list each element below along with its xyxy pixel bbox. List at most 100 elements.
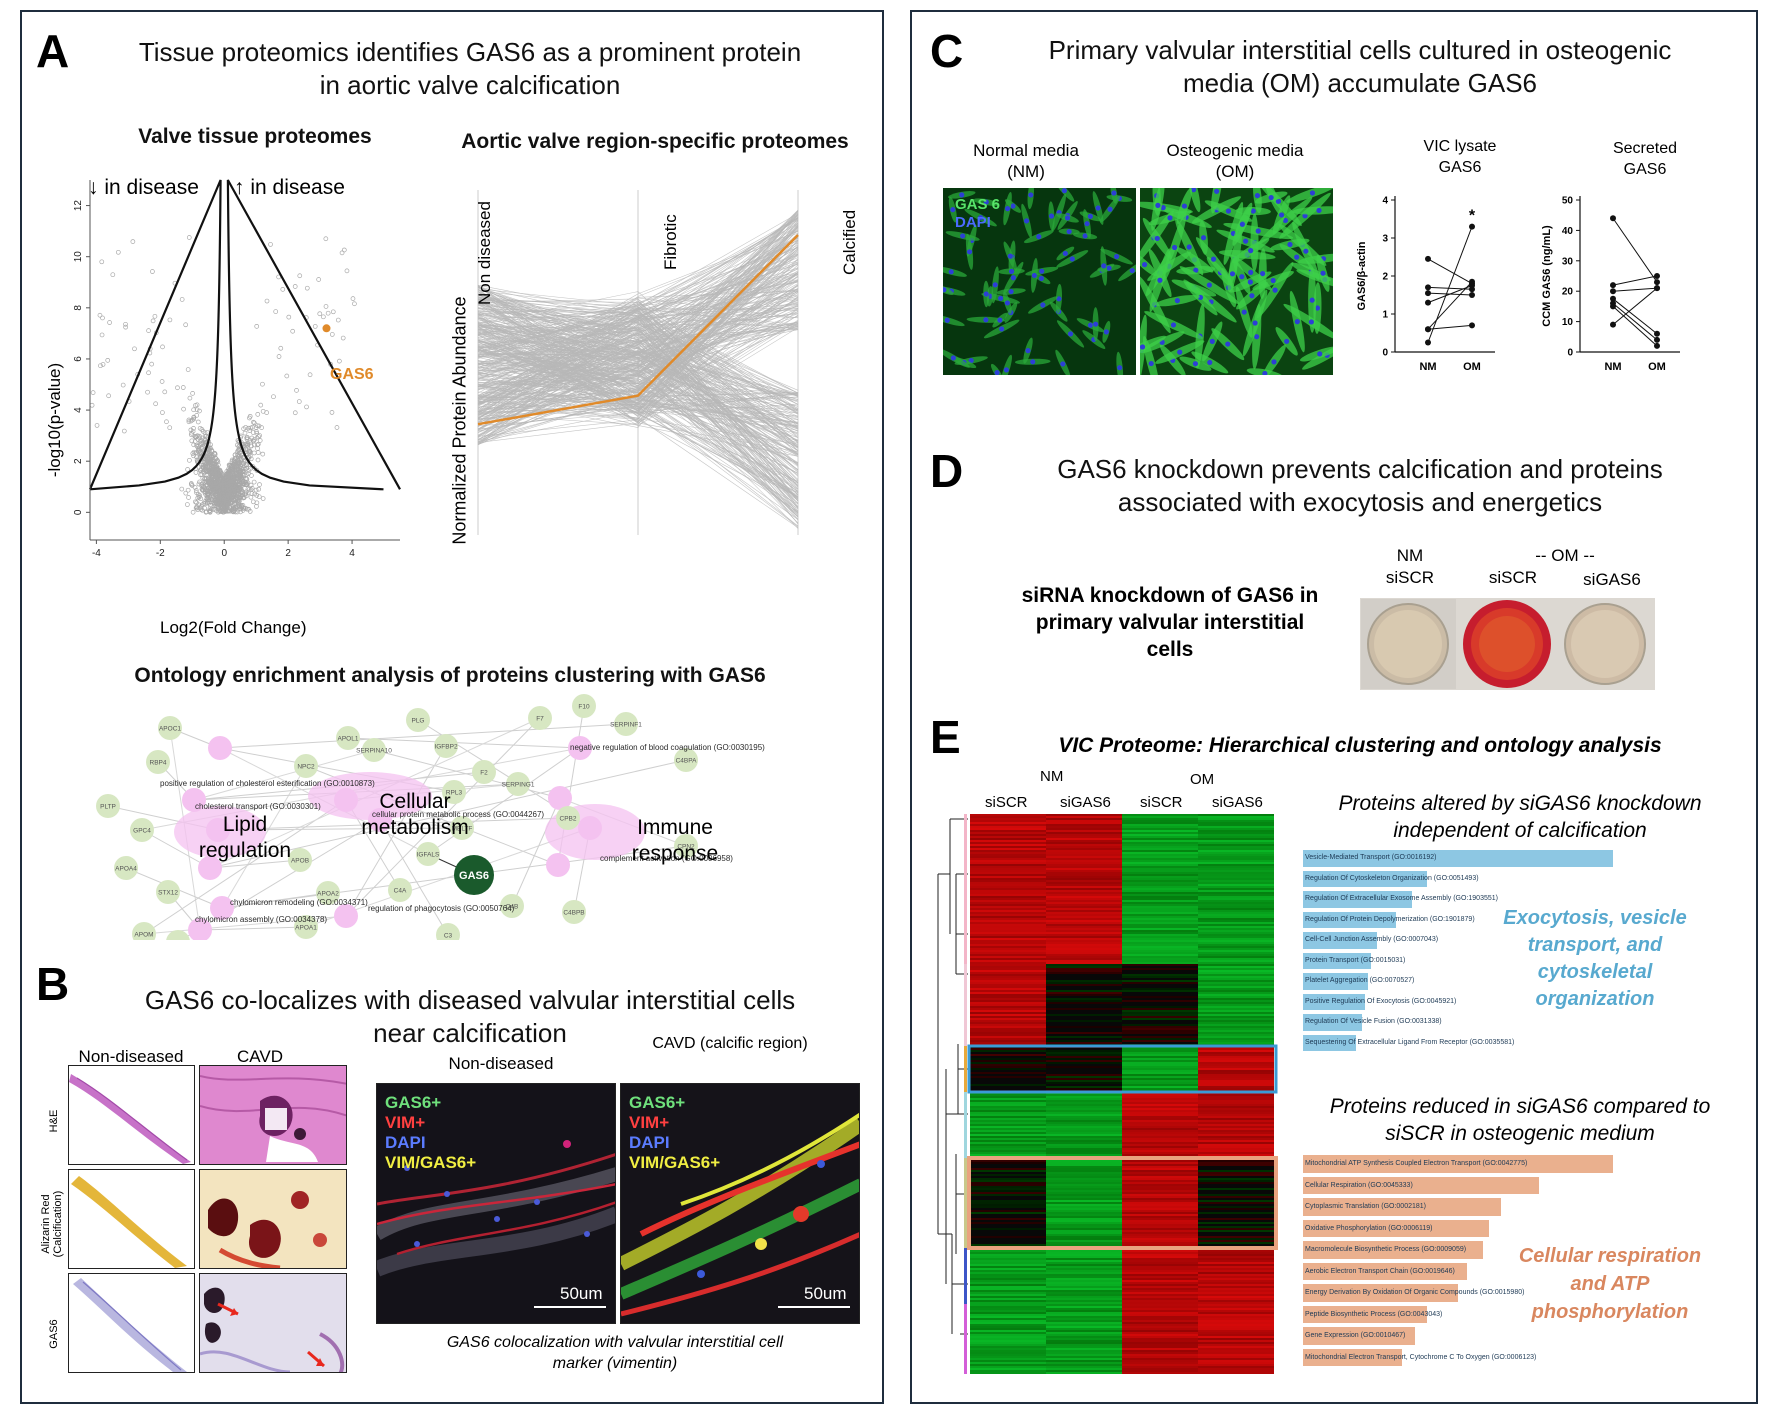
heatmap-cell bbox=[1046, 1284, 1122, 1286]
heatmap-cell bbox=[1198, 944, 1274, 946]
cell-nucleus bbox=[1254, 192, 1261, 199]
heatmap-cell bbox=[1198, 1324, 1274, 1326]
paired-point-om bbox=[1654, 342, 1660, 349]
heatmap-cell bbox=[1046, 1060, 1122, 1062]
go-term-8: complement activation (GO:0006958) bbox=[600, 854, 733, 863]
cluster-halo-metabolism bbox=[308, 772, 432, 820]
region-line bbox=[477, 299, 799, 456]
heatmap-cell bbox=[1046, 1138, 1122, 1140]
region-line bbox=[477, 324, 799, 487]
heatmap-cell bbox=[1198, 952, 1274, 954]
cell-nucleus bbox=[948, 269, 954, 275]
volcano-point bbox=[217, 474, 223, 480]
heatmap-cell bbox=[1198, 1130, 1274, 1132]
heatmap-cell bbox=[1122, 1080, 1198, 1082]
heatmap-cell bbox=[970, 874, 1046, 876]
volcano-point bbox=[123, 321, 128, 327]
heatmap-cell bbox=[1198, 1200, 1274, 1202]
volcano-point bbox=[213, 502, 218, 508]
heatmap-cell bbox=[1046, 1368, 1122, 1370]
heatmap-cell bbox=[1046, 1212, 1122, 1214]
heatmap-cell bbox=[1122, 1076, 1198, 1078]
heatmap-cell bbox=[970, 1322, 1046, 1324]
volcano-point bbox=[236, 502, 242, 508]
go-term-1: positive regulation of cholesterol ester… bbox=[160, 779, 375, 788]
network-node bbox=[436, 923, 460, 940]
heatmap-cell bbox=[1046, 1024, 1122, 1026]
histo-alizarin-cavd bbox=[199, 1169, 347, 1269]
volcano-point bbox=[90, 390, 96, 395]
network-node bbox=[434, 734, 458, 758]
heatmap-cell bbox=[1122, 998, 1198, 1000]
heatmap-cell bbox=[1122, 1348, 1198, 1350]
heatmap-cell bbox=[1198, 834, 1274, 836]
heatmap-cell bbox=[1198, 1006, 1274, 1008]
heatmap-cell bbox=[970, 918, 1046, 920]
heatmap-cell bbox=[1198, 1104, 1274, 1106]
volcano-point bbox=[191, 407, 197, 413]
heatmap-cell bbox=[970, 1352, 1046, 1354]
network-node-label: C3 bbox=[444, 933, 453, 940]
volcano-point bbox=[89, 402, 95, 408]
heatmap-cell bbox=[1122, 940, 1198, 942]
heatmap-cell bbox=[1046, 1110, 1122, 1112]
heatmap-cell bbox=[1122, 1040, 1198, 1042]
heatmap-cell bbox=[1046, 1226, 1122, 1228]
heatmap-cell bbox=[1122, 1354, 1198, 1356]
cell-nucleus bbox=[1272, 287, 1278, 293]
heatmap-cell bbox=[1198, 1096, 1274, 1098]
heatmap-cell bbox=[970, 1192, 1046, 1194]
heatmap-cell bbox=[1198, 826, 1274, 828]
heatmap-cell bbox=[1122, 1310, 1198, 1312]
heatmap-cell bbox=[1122, 1128, 1198, 1130]
go-bar: Regulation Of Extracellular Exosome Asse… bbox=[1303, 891, 1498, 908]
volcano-point bbox=[344, 268, 350, 274]
heatmap-cell bbox=[1198, 966, 1274, 968]
heatmap-cell bbox=[1046, 1174, 1122, 1176]
heatmap-cell bbox=[970, 1290, 1046, 1292]
heatmap-cell bbox=[1122, 1034, 1198, 1036]
heatmap-cell bbox=[970, 994, 1046, 996]
heatmap-cell bbox=[1198, 1292, 1274, 1294]
volcano-threshold-right bbox=[226, 179, 401, 491]
heatmap-cell bbox=[970, 930, 1046, 932]
heatmap-cell bbox=[970, 958, 1046, 960]
heatmap-cell bbox=[1122, 1074, 1198, 1076]
heatmap-cell bbox=[1198, 918, 1274, 920]
volcano-point bbox=[238, 494, 244, 499]
heatmap-cell bbox=[1122, 1018, 1198, 1020]
heatmap-cell bbox=[1046, 1340, 1122, 1342]
heatmap-cell bbox=[970, 1302, 1046, 1304]
volcano-point bbox=[254, 492, 260, 498]
heatmap-cell bbox=[1198, 1128, 1274, 1130]
volcano-point bbox=[235, 479, 240, 484]
region-line bbox=[477, 272, 799, 306]
heatmap-cell bbox=[1198, 938, 1274, 940]
go-bar: Cytoplasmic Translation (GO:0002181) bbox=[1303, 1198, 1501, 1216]
heatmap-cell bbox=[1198, 838, 1274, 840]
panel-b-title-line2: near calcification bbox=[373, 1018, 567, 1048]
heatmap-cell bbox=[970, 828, 1046, 830]
volcano-point bbox=[185, 467, 190, 472]
heatmap-cell bbox=[1198, 962, 1274, 964]
heatmap-cell bbox=[1046, 998, 1122, 1000]
network-term-node bbox=[182, 788, 206, 812]
go-bar: Positive Regulation Of Exocytosis (GO:00… bbox=[1303, 993, 1456, 1010]
heatmap-cell bbox=[1198, 1262, 1274, 1264]
heatmap-cell bbox=[970, 1292, 1046, 1294]
heatmap-cell bbox=[970, 1188, 1046, 1190]
volcano-point bbox=[304, 404, 309, 410]
heatmap-cell bbox=[1122, 904, 1198, 906]
paired-category-label: OM bbox=[1648, 361, 1666, 373]
heatmap-cell bbox=[1198, 1106, 1274, 1108]
heatmap-cell bbox=[1046, 1120, 1122, 1122]
heatmap-cell bbox=[1122, 1170, 1198, 1172]
heatmap-cell bbox=[1122, 930, 1198, 932]
heatmap-cell bbox=[1122, 1234, 1198, 1236]
heatmap-cell bbox=[1198, 1270, 1274, 1272]
heatmap-cell bbox=[1046, 930, 1122, 932]
heatmap-cell bbox=[970, 1346, 1046, 1348]
heatmap-cell bbox=[1198, 1332, 1274, 1334]
heatmap-cell bbox=[1198, 974, 1274, 976]
